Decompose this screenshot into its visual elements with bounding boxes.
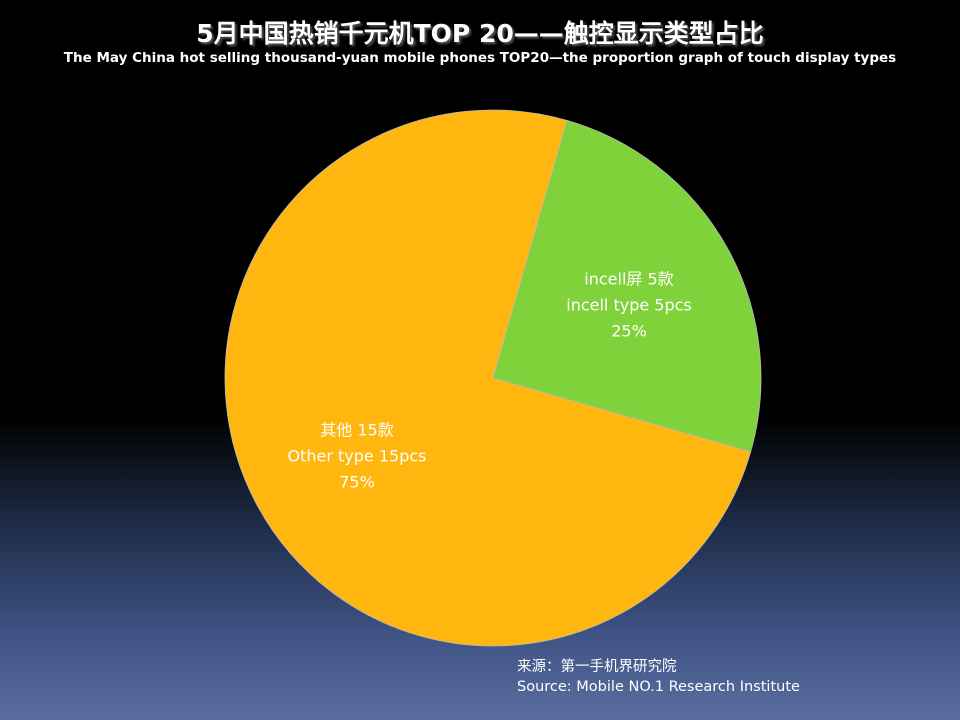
pie-label-incell-2: 25% [611, 322, 647, 341]
pie-slice-incell [492, 119, 762, 453]
pie-labels: incell屏 5款 incell type 5pcs 25% 其他 15款 Other… [288, 270, 692, 492]
chart-title: 5月中国热销千元机TOP 20——触控显示类型占比 [196, 19, 764, 48]
pie-label-other-1: Other type 15pcs [288, 446, 427, 465]
pie-slices [224, 109, 762, 647]
source-line-en: Source: Mobile NO.1 Research Institute [517, 679, 800, 695]
pie-slice-other [224, 109, 752, 647]
pie-label-other-2: 75% [339, 472, 375, 491]
pie-label-other-0: 其他 15款 [320, 420, 393, 439]
pie-label-incell-0: incell屏 5款 [584, 270, 673, 289]
source-note: 来源：第一手机界研究院 Source: Mobile NO.1 Research… [517, 657, 800, 697]
source-line-cn: 来源：第一手机界研究院 [517, 659, 677, 675]
chart-subtitle: The May China hot selling thousand-yuan … [63, 50, 897, 66]
pie-label-incell-1: incell type 5pcs [566, 296, 692, 315]
